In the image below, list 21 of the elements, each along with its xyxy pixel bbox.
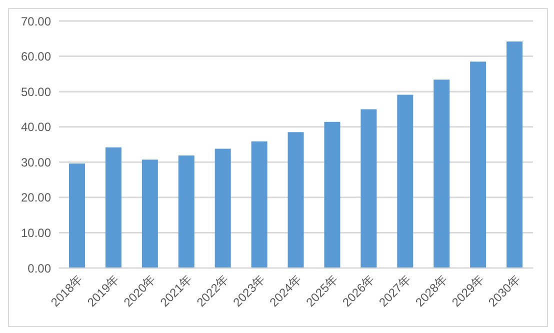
bar <box>142 160 158 268</box>
bar <box>69 164 85 268</box>
bar <box>397 94 414 268</box>
bar <box>324 122 340 268</box>
y-tick-label: 0.00 <box>28 261 52 276</box>
bar <box>251 141 268 268</box>
bar <box>178 155 194 268</box>
y-tick-label: 40.00 <box>20 120 52 134</box>
bar <box>360 109 377 268</box>
bar <box>506 41 523 268</box>
y-tick-label: 60.00 <box>20 50 52 64</box>
y-tick-label: 20.00 <box>20 190 52 205</box>
bar <box>434 80 450 268</box>
y-tick-label: 50.00 <box>20 84 52 99</box>
y-tick-label: 70.00 <box>20 14 52 28</box>
y-tick-label: 10.00 <box>20 226 52 240</box>
y-tick-label: 30.00 <box>20 155 52 170</box>
bar <box>105 147 122 268</box>
bar <box>470 62 486 268</box>
bar <box>288 132 304 268</box>
bar <box>214 148 231 268</box>
